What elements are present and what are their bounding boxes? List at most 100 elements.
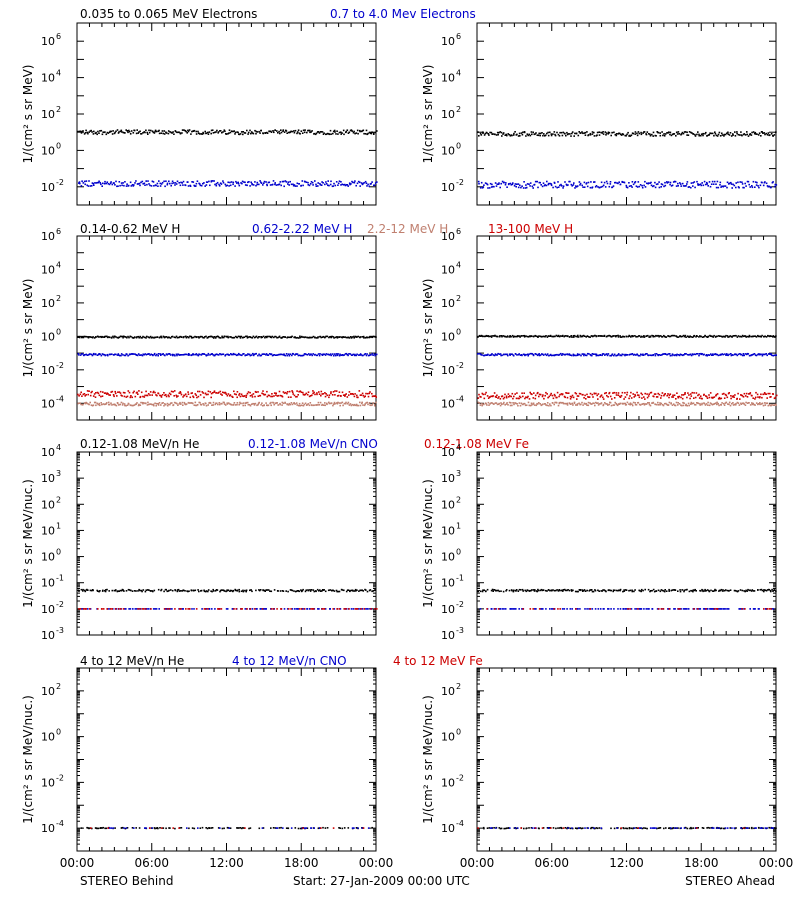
data-point [171, 608, 173, 610]
data-point [358, 590, 360, 592]
data-point [761, 396, 763, 399]
data-point [366, 353, 368, 355]
data-point [137, 353, 140, 355]
data-point [743, 354, 745, 357]
data-point [241, 402, 243, 405]
data-point [92, 404, 95, 406]
y-tick-label-exponent: -2 [456, 178, 464, 187]
data-point [641, 397, 643, 399]
data-point [758, 132, 761, 134]
data-point [302, 336, 305, 338]
data-point [310, 336, 313, 339]
data-point [531, 589, 533, 591]
data-point [586, 352, 589, 355]
data-point [623, 402, 625, 405]
data-point [270, 608, 273, 610]
data-point [530, 589, 532, 592]
data-point [634, 133, 636, 135]
data-point [652, 335, 655, 338]
data-point [191, 130, 193, 133]
data-point [499, 404, 502, 407]
data-point [482, 132, 484, 134]
data-point [204, 130, 206, 133]
data-point [355, 590, 357, 592]
data-point [168, 608, 171, 610]
data-point [629, 403, 631, 406]
data-point [301, 336, 303, 338]
data-point [298, 390, 300, 393]
data-point [249, 185, 251, 187]
data-point [662, 134, 664, 137]
data-point [642, 354, 645, 356]
data-point [363, 337, 365, 339]
data-point [775, 354, 777, 356]
data-point [582, 404, 584, 406]
data-point [518, 588, 521, 591]
data-point [227, 336, 230, 339]
data-point [229, 394, 232, 396]
data-point [127, 403, 130, 405]
data-point [502, 590, 505, 593]
data-point [89, 336, 91, 338]
data-point [120, 182, 123, 184]
data-point [149, 394, 151, 396]
data-point [721, 185, 723, 187]
data-point [151, 130, 154, 132]
data-point [611, 186, 614, 188]
data-point [309, 590, 312, 592]
data-point [118, 336, 120, 338]
data-point [204, 392, 207, 395]
data-point [626, 186, 629, 189]
data-point [219, 589, 222, 592]
data-point [139, 589, 141, 592]
data-point [726, 335, 729, 337]
data-point [716, 353, 719, 356]
data-point [310, 589, 313, 591]
data-point [365, 608, 368, 610]
data-point [705, 403, 708, 405]
y-tick-label: 10 [41, 446, 55, 459]
data-point [576, 395, 579, 397]
data-point [364, 403, 366, 405]
data-point [669, 181, 672, 184]
data-point [639, 184, 642, 186]
data-point [318, 608, 320, 610]
data-point [692, 589, 695, 591]
data-point [355, 354, 358, 357]
data-point [348, 337, 351, 339]
data-point [159, 182, 162, 185]
data-point [617, 392, 620, 394]
data-point [344, 336, 347, 338]
data-point [154, 129, 157, 132]
data-point [725, 334, 727, 337]
data-point [338, 131, 341, 134]
data-point [323, 589, 325, 591]
data-point [293, 130, 295, 132]
data-point [636, 186, 639, 188]
data-point [137, 335, 140, 338]
data-point [574, 590, 577, 593]
data-point [258, 589, 261, 592]
data-point [266, 335, 269, 338]
data-point [185, 335, 187, 338]
data-point [311, 608, 314, 610]
data-point [668, 590, 670, 592]
data-point [562, 401, 564, 404]
data-point [592, 396, 594, 398]
data-point [760, 393, 762, 396]
data-point [505, 182, 507, 184]
data-point [596, 402, 598, 404]
data-point [654, 181, 656, 184]
data-point [625, 186, 628, 188]
data-point [735, 402, 737, 405]
data-point [307, 353, 310, 355]
data-point [549, 131, 551, 134]
data-point [537, 589, 540, 592]
data-point [538, 181, 541, 184]
data-point [569, 354, 572, 356]
data-point [290, 183, 293, 186]
data-point [191, 336, 194, 339]
data-point [660, 402, 662, 405]
data-point [575, 186, 578, 188]
data-point [564, 589, 567, 592]
